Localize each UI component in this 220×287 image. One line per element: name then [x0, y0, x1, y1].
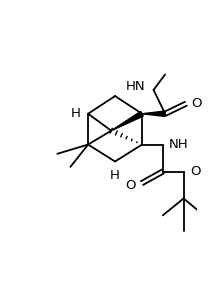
Text: H: H — [110, 169, 120, 182]
Text: HN: HN — [126, 80, 146, 93]
Text: O: O — [125, 179, 136, 192]
Text: O: O — [191, 97, 202, 110]
Text: H: H — [71, 107, 81, 120]
Polygon shape — [111, 111, 143, 131]
Text: O: O — [190, 165, 200, 178]
Text: NH: NH — [169, 138, 189, 151]
Polygon shape — [142, 111, 165, 117]
